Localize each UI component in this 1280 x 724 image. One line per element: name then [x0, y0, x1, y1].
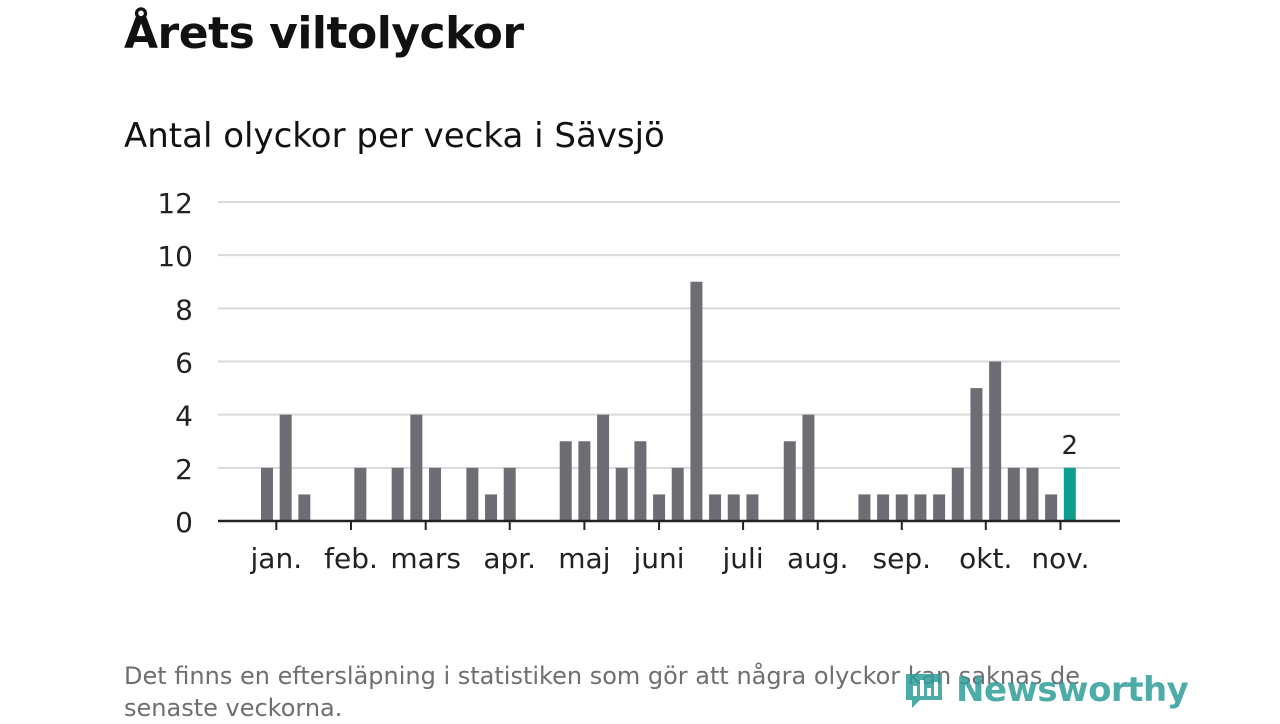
bar — [485, 494, 498, 521]
bar — [391, 467, 404, 521]
bar-chart: 0 2 4 6 8 10 12 2 jan. feb. mars apr. maj juni juli aug… — [157, 187, 1120, 575]
bar — [858, 494, 871, 521]
bar — [970, 388, 983, 521]
y-tick-label: 6 — [175, 347, 193, 380]
brand-logo[interactable]: Newsworthy — [902, 668, 1189, 712]
bar — [933, 494, 946, 521]
bar — [597, 414, 610, 521]
x-tick-label: juli — [722, 542, 764, 575]
y-tick-label: 10 — [157, 240, 193, 273]
x-tick-label: aug. — [787, 542, 849, 575]
bar — [951, 467, 964, 521]
x-tick-label: sep. — [873, 542, 932, 575]
bar — [410, 414, 423, 521]
bar — [1007, 467, 1020, 521]
bar — [261, 467, 273, 521]
highlighted-bar — [1063, 467, 1076, 521]
y-tick-label: 0 — [175, 506, 193, 539]
x-tick-label: mars — [390, 542, 461, 575]
bar — [727, 494, 740, 521]
chart-heading: Årets viltolyckor — [124, 8, 524, 59]
highlight-data-label: 2 — [1062, 431, 1079, 461]
bar — [1045, 494, 1058, 521]
x-tick-label: okt. — [959, 542, 1012, 575]
bar — [802, 414, 815, 521]
x-tick-label: juni — [633, 542, 685, 575]
bar — [709, 494, 722, 521]
y-tick-label: 4 — [175, 400, 193, 433]
y-tick-label: 2 — [175, 453, 193, 486]
bar — [429, 467, 442, 521]
bar — [578, 441, 591, 521]
bar — [653, 494, 666, 521]
bar — [877, 494, 890, 521]
bar — [279, 414, 292, 521]
bar — [783, 441, 796, 521]
x-tick-label: nov. — [1031, 542, 1089, 575]
newsworthy-logo-icon — [906, 674, 942, 708]
bar — [746, 494, 759, 521]
x-tick-label: jan. — [250, 542, 303, 575]
brand-name: Newsworthy — [956, 670, 1189, 710]
bar — [690, 281, 703, 521]
chart-title: Antal olyckor per vecka i Sävsjö — [124, 116, 665, 156]
bar — [634, 441, 647, 521]
bar — [354, 467, 367, 521]
x-tick-label: feb. — [324, 542, 378, 575]
bar — [559, 441, 572, 521]
bar — [914, 494, 927, 521]
bar — [895, 494, 908, 521]
bar — [671, 467, 684, 521]
bar — [298, 494, 311, 521]
bar — [989, 361, 1002, 521]
bar — [466, 467, 479, 521]
x-tick-label: maj — [558, 542, 610, 575]
x-tick-label: apr. — [483, 542, 536, 575]
bar — [615, 467, 628, 521]
y-tick-label: 12 — [157, 187, 193, 220]
bar — [503, 467, 516, 521]
y-tick-label: 8 — [175, 293, 193, 326]
bar — [1026, 467, 1039, 521]
